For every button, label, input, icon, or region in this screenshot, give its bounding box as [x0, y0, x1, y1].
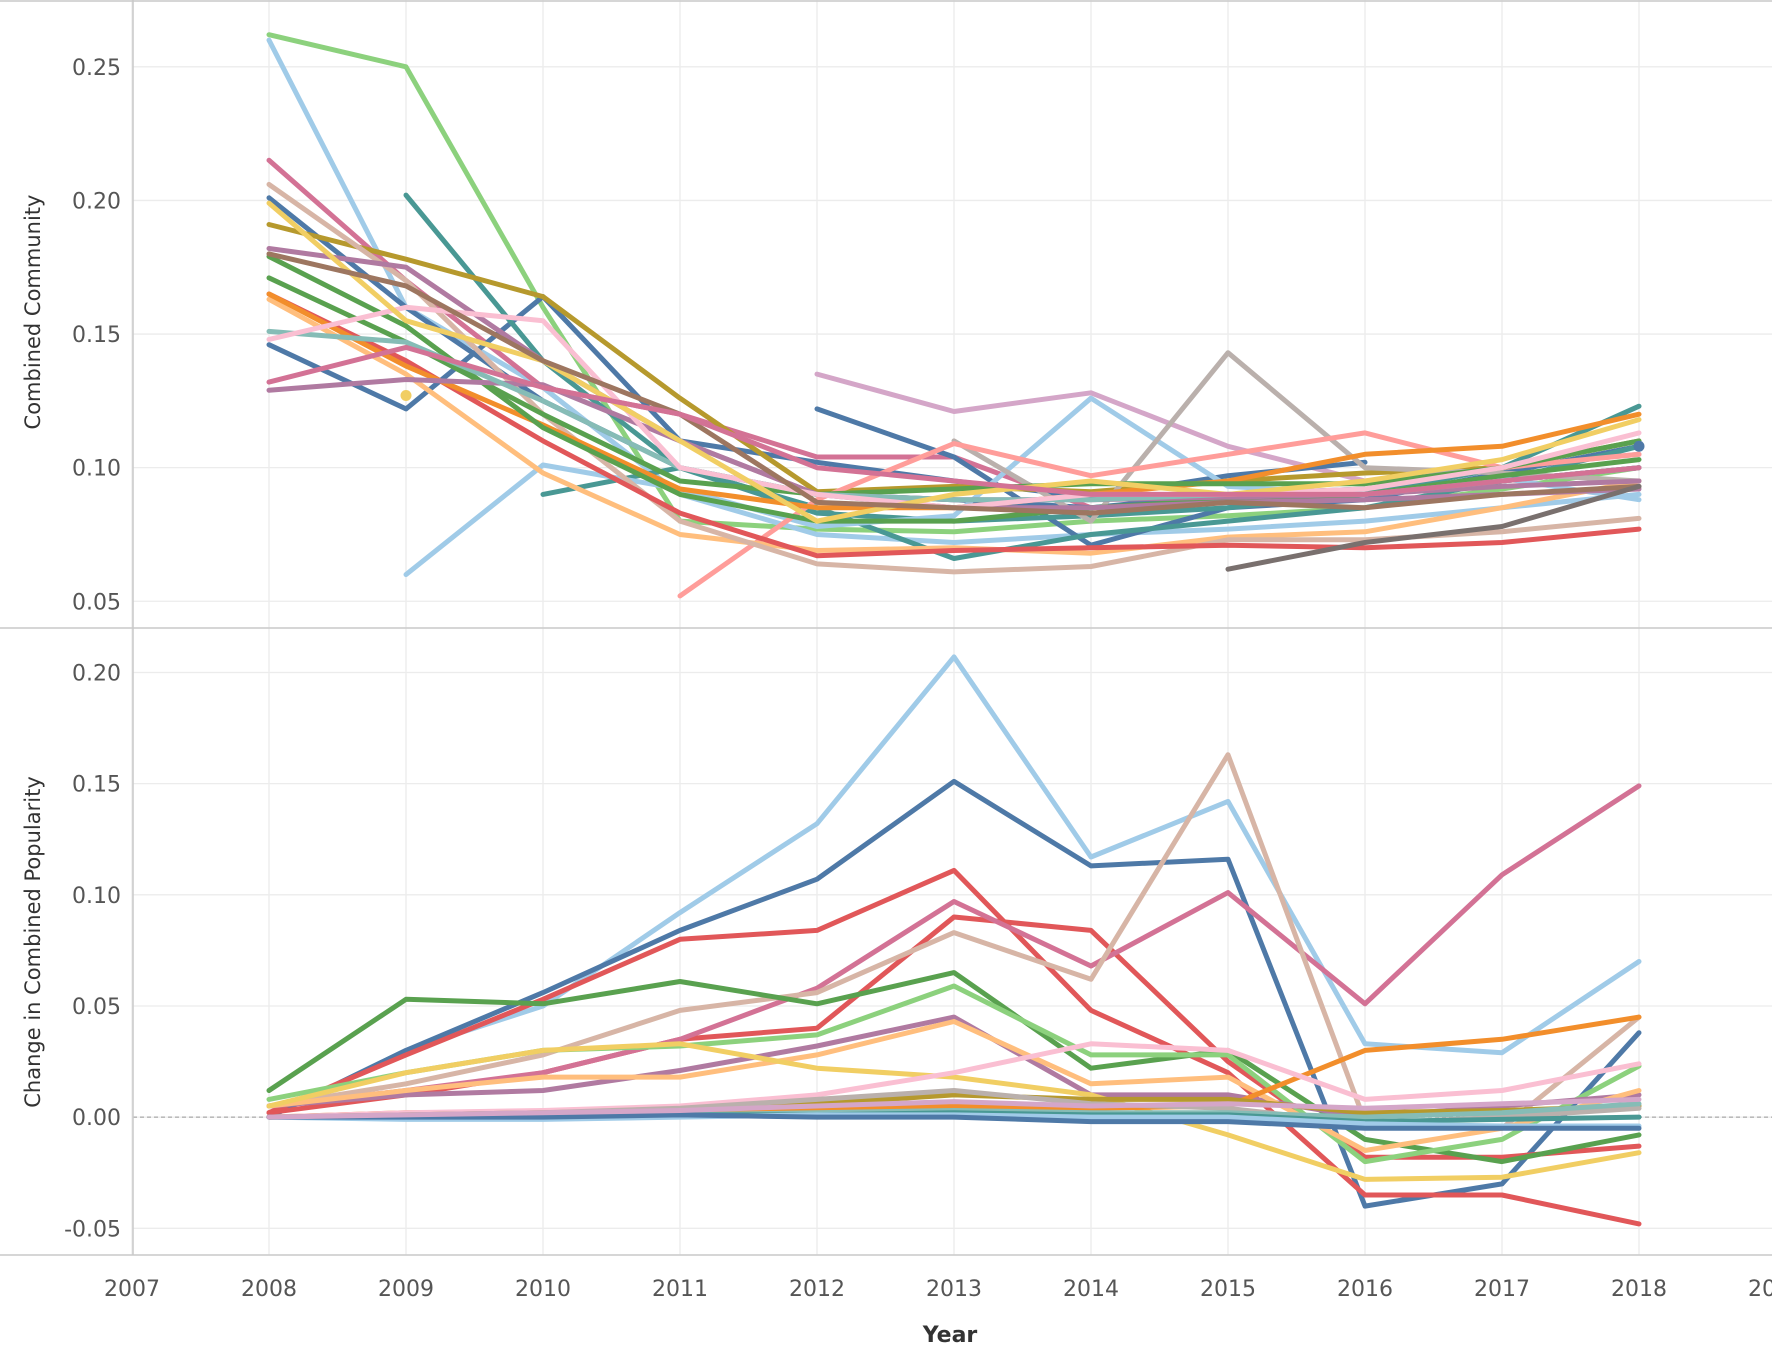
- top-series-line-s16: [266, 291, 1642, 559]
- bottom-panel-series: [266, 654, 1642, 1227]
- top-series-line-s19: [266, 275, 1642, 497]
- bottom-series-line-b02: [266, 778, 1642, 1209]
- x-axis-title: Year: [922, 1323, 978, 1348]
- bottom-series-line-b11: [266, 1041, 1642, 1182]
- data-point-marker: [1633, 440, 1645, 452]
- bottom-panel-ticks: -0.05 0.00 0.05 0.10 0.15 0.20: [64, 661, 121, 1242]
- bottom-series-line-b07: [266, 970, 1642, 1165]
- bottom-series-line-b03: [266, 867, 1642, 1227]
- x-tick-label: 2019: [1748, 1277, 1772, 1302]
- top-panel-series: [266, 32, 1645, 599]
- top-series-line-s02: [266, 37, 1642, 545]
- x-tick-label: 2010: [515, 1277, 571, 1302]
- top-y-axis-title: Combined Community: [21, 195, 45, 430]
- bottom-y-axis-title: Change in Combined Popularity: [21, 776, 45, 1108]
- bottom-series-line-b05: [266, 783, 1642, 1109]
- top-series-line-s14: [266, 296, 1642, 556]
- x-tick-label: 2018: [1611, 1277, 1667, 1302]
- bottom-y-tick-label: 0.00: [72, 1106, 121, 1131]
- x-tick-label: 2013: [926, 1277, 982, 1302]
- top-y-tick-label: 0.15: [72, 323, 121, 348]
- panel-frames: [0, 0, 1772, 1256]
- x-axis-ticks: 2007 2008 2009 2010 2011 2012 2013 2014 2015 2016…: [104, 1277, 1772, 1302]
- top-y-tick-label: 0.10: [72, 457, 121, 482]
- x-tick-label: 2007: [104, 1277, 160, 1302]
- x-tick-label: 2017: [1474, 1277, 1530, 1302]
- bottom-y-tick-label: 0.05: [72, 995, 121, 1020]
- bottom-y-tick-label: 0.10: [72, 884, 121, 909]
- x-tick-label: 2016: [1337, 1277, 1393, 1302]
- x-tick-label: 2012: [789, 1277, 845, 1302]
- x-tick-label: 2008: [241, 1277, 297, 1302]
- top-y-tick-label: 0.20: [72, 189, 121, 214]
- bottom-series-line-b10: [266, 1019, 1642, 1153]
- bottom-y-tick-label: 0.15: [72, 773, 121, 798]
- top-series-line-s24: [266, 200, 1642, 524]
- top-series-line-s27: [266, 344, 1642, 497]
- data-point-marker: [400, 390, 412, 402]
- x-tick-label: 2009: [378, 1277, 434, 1302]
- top-y-tick-label: 0.25: [72, 56, 121, 81]
- x-tick-label: 2014: [1063, 1277, 1119, 1302]
- bottom-series-line-b20: [266, 1096, 1642, 1120]
- top-y-tick-label: 0.05: [72, 590, 121, 615]
- top-series-line-s26: [1225, 483, 1642, 572]
- bottom-y-tick-label: -0.05: [64, 1217, 121, 1242]
- top-panel-ticks: 0.05 0.10 0.15 0.20 0.25: [72, 56, 121, 615]
- x-tick-label: 2015: [1200, 1277, 1256, 1302]
- top-series-line-s25: [266, 251, 1642, 516]
- bottom-series-line-b19: [266, 1112, 1642, 1131]
- x-tick-label: 2011: [652, 1277, 708, 1302]
- bottom-y-tick-label: 0.20: [72, 661, 121, 686]
